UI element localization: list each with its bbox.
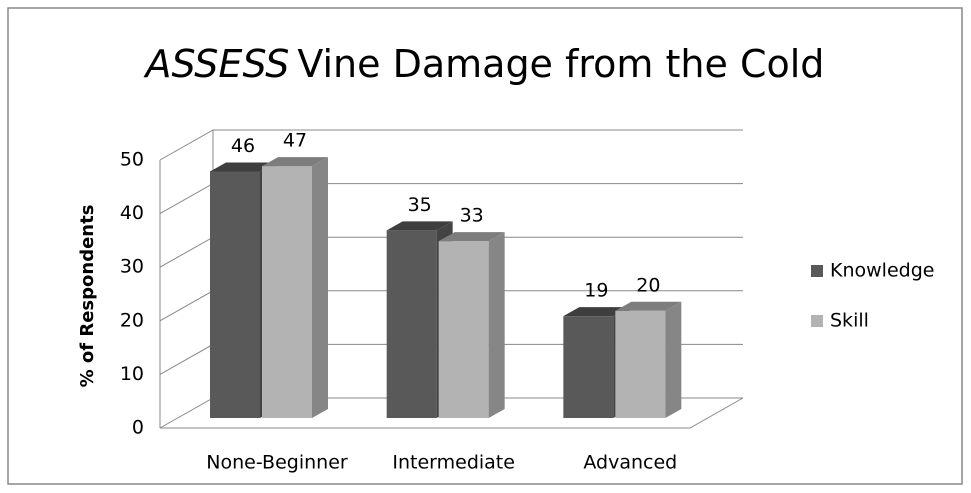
bar-front xyxy=(210,171,260,418)
bar-side xyxy=(665,301,682,418)
value-label: 46 xyxy=(231,135,255,157)
floor xyxy=(160,397,744,429)
y-tick-label: 20 xyxy=(120,309,144,331)
x-tick-label: Intermediate xyxy=(392,452,515,474)
x-tick-label: Advanced xyxy=(583,452,677,474)
legend-label: Skill xyxy=(830,310,869,332)
bar-top xyxy=(563,307,630,317)
bar-top xyxy=(386,221,453,231)
x-tick-label: None-Beginner xyxy=(206,452,348,474)
y-tick-label: 30 xyxy=(120,256,144,278)
legend-label: Knowledge xyxy=(830,260,934,282)
y-tick-label: 0 xyxy=(132,417,144,439)
bar-top xyxy=(210,162,276,172)
grid-line xyxy=(159,129,743,161)
title-main: Vine Damage from the Cold xyxy=(297,42,824,86)
bar-top xyxy=(438,232,505,242)
legend-swatch xyxy=(811,315,823,327)
bar xyxy=(438,232,505,418)
bar-front xyxy=(386,230,437,418)
bar-front xyxy=(438,241,489,418)
bar xyxy=(262,157,328,418)
y-tick-label: 50 xyxy=(120,149,144,171)
y-axis-label: % of Respondents xyxy=(77,205,98,388)
bar-top xyxy=(615,301,682,311)
bar-side xyxy=(312,157,328,418)
legend-swatch xyxy=(811,265,823,277)
bar-top xyxy=(262,157,328,167)
y-tick-label: 40 xyxy=(120,202,144,224)
bar-front xyxy=(563,316,614,418)
value-label: 19 xyxy=(584,280,608,302)
value-label: 33 xyxy=(460,205,484,227)
bar-front xyxy=(615,310,666,418)
bar-front xyxy=(262,166,312,418)
y-tick-label: 10 xyxy=(120,363,144,385)
chart-title: ASSESS Vine Damage from the Cold xyxy=(143,42,825,86)
value-label: 20 xyxy=(636,274,660,296)
value-label: 35 xyxy=(408,194,432,216)
bar xyxy=(615,301,682,418)
bar-side xyxy=(488,232,505,418)
value-label: 47 xyxy=(283,130,307,152)
title-italic: ASSESS xyxy=(143,42,290,86)
